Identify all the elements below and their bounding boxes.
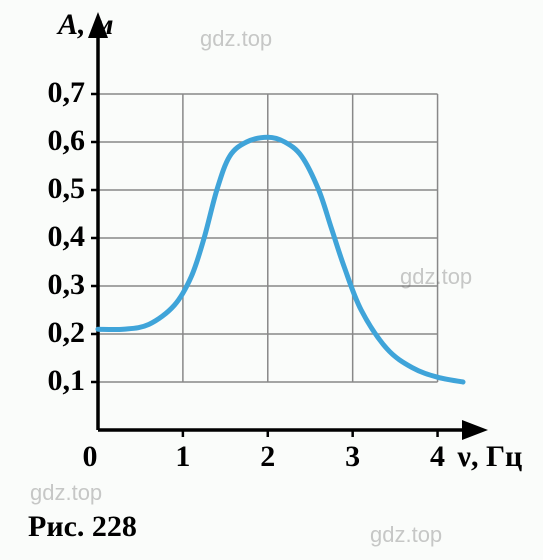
- y-axis-title: A, м: [58, 8, 114, 42]
- x-tick-label: 2: [253, 440, 283, 474]
- y-tick-label: 0,4: [20, 220, 85, 254]
- y-tick-label: 0,2: [20, 316, 85, 350]
- y-tick-label: 0,6: [20, 124, 85, 158]
- y-tick-label: 0,1: [20, 364, 85, 398]
- x-tick-label: 4: [423, 440, 453, 474]
- y-tick-label: 0,7: [20, 76, 85, 110]
- resonance-chart: A, м ν, Гц 0,10,20,30,40,50,60,7 1234 0 …: [0, 0, 543, 560]
- x-tick-label: 3: [338, 440, 368, 474]
- x-tick-label: 1: [168, 440, 198, 474]
- x-axis-title: ν, Гц: [458, 440, 523, 474]
- origin-label: 0: [75, 440, 105, 474]
- y-tick-label: 0,3: [20, 268, 85, 302]
- y-tick-label: 0,5: [20, 172, 85, 206]
- figure-caption: Рис. 228: [28, 510, 137, 544]
